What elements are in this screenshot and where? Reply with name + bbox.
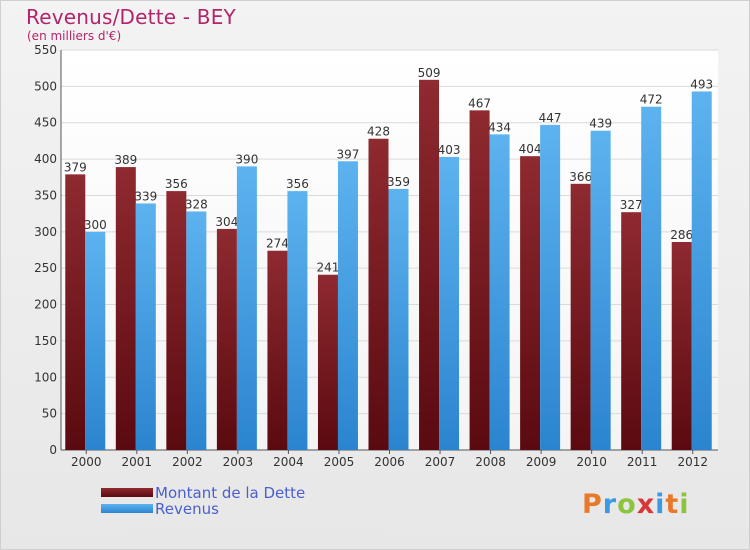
legend-label-revenus: Revenus [155, 500, 219, 518]
chart-title: Revenus/Dette - BEY [26, 5, 236, 29]
y-tick-label: 500 [34, 79, 57, 93]
bar-dette [115, 167, 136, 450]
bar-revenus [287, 191, 308, 450]
bar-dette [216, 228, 237, 450]
y-tick-label: 200 [34, 298, 57, 312]
data-label: 379 [64, 160, 87, 174]
data-label: 493 [690, 77, 713, 91]
data-label: 300 [84, 218, 107, 232]
x-tick-label: 2011 [627, 455, 658, 469]
chart-subtitle: (en milliers d'€) [27, 29, 122, 43]
data-label: 356 [286, 177, 309, 191]
x-tick-label: 2002 [172, 455, 203, 469]
bar-revenus [540, 124, 561, 450]
x-tick-label: 2010 [576, 455, 607, 469]
logo-letter: i [655, 489, 666, 520]
bar-dette [317, 274, 338, 450]
bar-revenus [691, 91, 712, 451]
data-label: 339 [134, 189, 157, 203]
data-label: 447 [539, 111, 562, 125]
y-tick-label: 250 [34, 261, 57, 275]
bar-revenus [590, 130, 611, 450]
data-label: 389 [114, 153, 137, 167]
x-tick-label: 2008 [475, 455, 506, 469]
data-label: 390 [235, 152, 258, 166]
x-tick-label: 2004 [273, 455, 304, 469]
y-tick-label: 0 [49, 443, 57, 457]
data-label: 509 [418, 66, 441, 80]
bar-dette [570, 183, 591, 450]
x-tick-label: 2005 [324, 455, 355, 469]
bar-dette [621, 212, 642, 450]
bar-revenus [236, 166, 257, 450]
data-label: 328 [185, 197, 208, 211]
bar-revenus [135, 203, 156, 450]
data-label: 404 [519, 142, 542, 156]
bar-revenus [388, 188, 409, 450]
bar-dette [65, 174, 86, 450]
data-label: 241 [317, 261, 340, 275]
y-tick-label: 550 [34, 43, 57, 57]
data-label: 366 [569, 170, 592, 184]
data-label: 403 [438, 143, 461, 157]
data-label: 467 [468, 96, 491, 110]
bar-revenus [337, 161, 358, 451]
legend-swatch-dette [101, 488, 153, 497]
data-label: 327 [620, 198, 643, 212]
y-tick-label: 100 [34, 370, 57, 384]
data-label: 397 [337, 147, 360, 161]
x-tick-label: 2012 [677, 455, 708, 469]
x-tick-label: 2007 [425, 455, 456, 469]
bar-dette [419, 79, 440, 451]
x-tick-label: 2003 [223, 455, 254, 469]
legend-label-dette: Montant de la Dette [155, 484, 306, 502]
bar-dette [267, 250, 288, 450]
y-tick-label: 450 [34, 116, 57, 130]
logo-letter: o [617, 489, 637, 520]
bar-revenus [439, 156, 460, 450]
legend-swatch-revenus [101, 504, 153, 513]
data-label: 304 [215, 215, 238, 229]
logo-letter: i [679, 489, 690, 520]
bar-revenus [641, 106, 662, 451]
y-tick-label: 150 [34, 334, 57, 348]
data-label: 274 [266, 237, 289, 251]
data-label: 439 [589, 117, 612, 131]
x-tick-label: 2009 [526, 455, 557, 469]
data-label: 359 [387, 175, 410, 189]
logo-letter: r [602, 489, 618, 520]
data-label: 356 [165, 177, 188, 191]
bar-dette [469, 110, 490, 450]
y-tick-label: 350 [34, 188, 57, 202]
x-tick-label: 2000 [71, 455, 102, 469]
data-label: 286 [670, 228, 693, 242]
bar-revenus [489, 134, 510, 450]
logo-letter: x [636, 489, 656, 520]
bar-dette [671, 242, 692, 450]
proxiti-logo: Proxiti [582, 489, 690, 520]
bar-dette [520, 156, 541, 450]
x-tick-label: 2006 [374, 455, 405, 469]
data-label: 472 [640, 93, 663, 107]
data-label: 428 [367, 125, 390, 139]
x-tick-label: 2001 [122, 455, 153, 469]
y-tick-label: 300 [34, 225, 57, 239]
logo-letter: P [582, 489, 603, 520]
data-label: 434 [488, 120, 511, 134]
logo-letter: t [665, 489, 680, 520]
bar-dette [368, 138, 389, 450]
bar-revenus [186, 211, 207, 450]
bar-revenus [85, 231, 106, 450]
bar-dette [166, 191, 187, 450]
y-tick-label: 400 [34, 152, 57, 166]
y-tick-label: 50 [42, 407, 57, 421]
